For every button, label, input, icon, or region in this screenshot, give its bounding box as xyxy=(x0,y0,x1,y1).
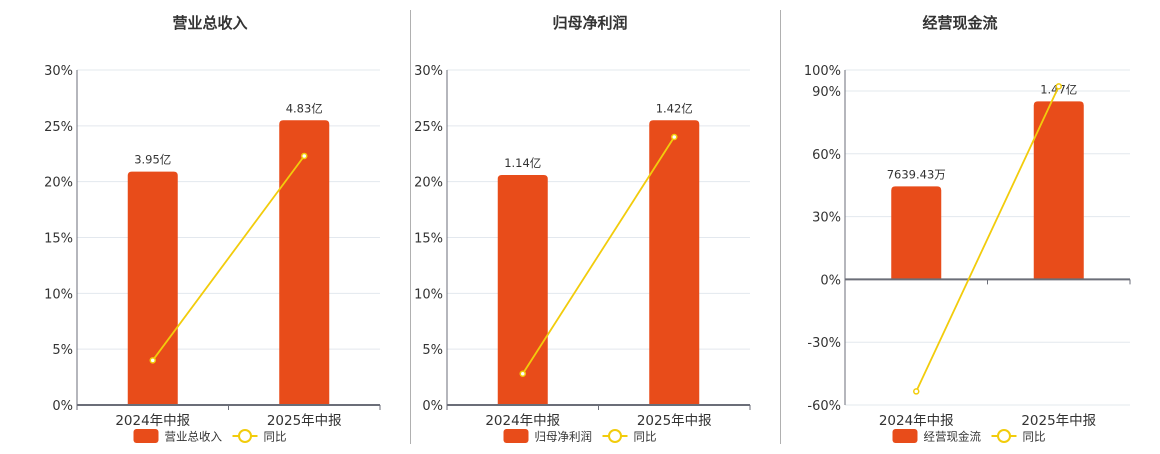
legend-bar-swatch xyxy=(892,429,918,443)
y-tick-label: 30% xyxy=(44,64,73,79)
y-tick-label: 20% xyxy=(44,176,73,191)
yoy-point xyxy=(671,133,678,141)
y-tick-label: 60% xyxy=(812,148,841,163)
y-tick-label: 30% xyxy=(812,211,841,226)
legend-bar-label: 经营现金流 xyxy=(924,430,982,444)
bar xyxy=(497,174,548,405)
legend-line-label: 同比 xyxy=(264,430,287,444)
chart-panel-net-profit: 归母净利润 0% 5% 10% 15% 20% 25% 30% 1.14亿 2024年中报 1.4… xyxy=(410,0,780,450)
legend-line-label: 同比 xyxy=(1023,430,1046,444)
chart-svg: 0% 5% 10% 15% 20% 25% 30% 3.95亿 2024年中报 4.83亿 2025… xyxy=(44,64,381,444)
chart-title: 经营现金流 xyxy=(922,14,998,32)
yoy-point xyxy=(519,370,526,377)
divider-1 xyxy=(410,10,411,444)
y-tick-label: 30% xyxy=(414,64,443,79)
bar-value-label: 4.83亿 xyxy=(286,101,323,115)
bar-value-label: 1.42亿 xyxy=(656,101,693,115)
y-tick-label: 0% xyxy=(820,273,841,288)
x-tick-label: 2025年中报 xyxy=(1021,413,1096,429)
x-tick-label: 2024年中报 xyxy=(879,413,954,429)
y-tick-label: 10% xyxy=(414,287,443,302)
y-tick-label: -30% xyxy=(807,336,841,351)
bar xyxy=(1033,101,1084,280)
y-tick-label: 25% xyxy=(414,120,443,135)
bar-value-label: 3.95亿 xyxy=(134,153,171,167)
y-tick-label: 0% xyxy=(52,399,73,414)
legend-line-marker xyxy=(997,429,1011,443)
bar-value-label: 7639.43万 xyxy=(887,167,946,181)
y-tick-label: 5% xyxy=(52,343,73,358)
bar xyxy=(279,120,330,405)
y-tick-label: 15% xyxy=(44,232,73,247)
chart-title: 营业总收入 xyxy=(172,14,248,32)
x-tick-label: 2025年中报 xyxy=(267,413,342,429)
yoy-line xyxy=(915,85,1060,392)
x-tick-label: 2024年中报 xyxy=(485,413,560,429)
bar xyxy=(127,171,178,405)
y-tick-label: 25% xyxy=(44,120,73,135)
y-tick-label: 0% xyxy=(422,399,443,414)
divider-2 xyxy=(780,10,781,444)
yoy-line xyxy=(521,136,676,375)
y-tick-label: 100% xyxy=(804,64,841,79)
bar xyxy=(891,186,942,280)
chart-svg: 0% 5% 10% 15% 20% 25% 30% 1.14亿 2024年中报 1.42亿 2025… xyxy=(414,64,751,444)
legend-bar-swatch xyxy=(503,429,529,443)
y-tick-label: 5% xyxy=(422,343,443,358)
chart-title: 归母净利润 xyxy=(552,14,628,32)
legend-bar-label: 营业总收入 xyxy=(165,430,223,444)
x-tick-label: 2024年中报 xyxy=(115,413,190,429)
legend-line-label: 同比 xyxy=(634,430,657,444)
y-tick-label: 15% xyxy=(414,232,443,247)
y-tick-label: 20% xyxy=(414,176,443,191)
chart-panel-operating-cashflow: 经营现金流 -60% -30% 0% 30% 60% 90% 100% 7639.43万 202… xyxy=(780,0,1160,450)
y-tick-label: -60% xyxy=(807,399,841,414)
legend: 营业总收入 同比 xyxy=(133,429,287,444)
chart-svg: -60%-30%0%30%60%90%100%7639.43万2024年中报1.… xyxy=(804,64,1131,444)
legend: 经营现金流 同比 xyxy=(892,429,1046,444)
legend-bar-label: 归母净利润 xyxy=(535,430,593,444)
bar xyxy=(649,120,700,405)
yoy-point xyxy=(149,357,156,364)
bar-value-label: 1.14亿 xyxy=(504,156,541,170)
y-tick-label: 10% xyxy=(44,287,73,302)
yoy-point xyxy=(1055,83,1062,90)
y-tick-label: 90% xyxy=(812,85,841,100)
yoy-point xyxy=(301,152,308,160)
legend-line-marker xyxy=(238,429,252,443)
legend-line-marker xyxy=(608,429,622,443)
yoy-line xyxy=(152,155,305,361)
legend-bar-swatch xyxy=(133,429,159,443)
legend: 归母净利润 同比 xyxy=(503,429,657,444)
yoy-point xyxy=(913,388,920,395)
chart-panel-revenue: 营业总收入 0% 5% 10% 15% 20% 25% 30% 3.95亿 2024年中报 4.8… xyxy=(0,0,410,450)
x-tick-label: 2025年中报 xyxy=(637,413,712,429)
